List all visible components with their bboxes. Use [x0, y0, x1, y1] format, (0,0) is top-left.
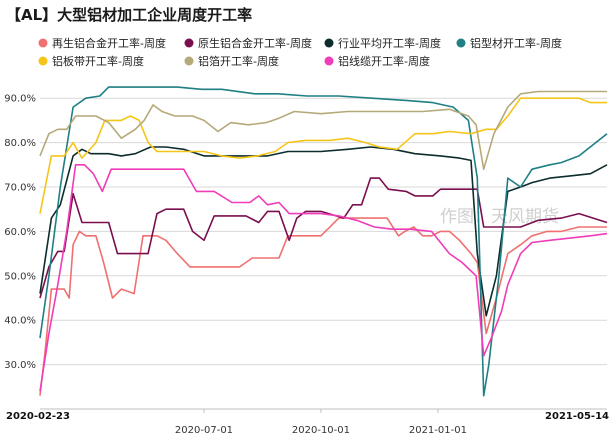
legend-marker [456, 38, 466, 48]
legend: 再生铝合金开工率-周度 原生铝合金开工率-周度 行业平均开工率-周度 铝型材开工率-周… [38, 36, 562, 68]
series-line-4 [39, 86, 608, 397]
y-tick-label: 80.0% [4, 138, 36, 149]
legend-marker [184, 56, 194, 66]
x-tick-label: 2021-01-01 [409, 425, 467, 436]
series-line-1 [39, 217, 607, 396]
y-tick-label: 70.0% [4, 183, 36, 194]
series-line-7 [39, 164, 608, 392]
y-axis: 30.0% 40.0% 50.0% 60.0% 70.0% 80.0% 90.0% [4, 94, 36, 371]
y-tick-label: 30.0% [4, 360, 36, 371]
x-end-label: 2021-05-14 [545, 411, 609, 422]
y-tick-label: 90.0% [4, 94, 36, 105]
legend-marker [184, 38, 194, 48]
series-line-2 [39, 177, 608, 299]
legend-marker [38, 56, 48, 66]
watermark: 作图：天风期货 [440, 207, 559, 227]
y-tick-label: 40.0% [4, 316, 36, 327]
chart-title: 【AL】大型铝材加工企业周度开工率 [6, 6, 253, 24]
x-axis: 2020-02-23 2021-05-14 2020-07-01 2020-10-01… [6, 408, 609, 436]
legend-marker [324, 38, 334, 48]
series-lines [39, 86, 608, 397]
y-tick-label: 60.0% [4, 227, 36, 238]
legend-label: 铝型材开工率-周度 [470, 36, 562, 50]
series-line-3 [39, 146, 608, 317]
y-tick-label: 50.0% [4, 271, 36, 282]
x-start-label: 2020-02-23 [6, 411, 70, 422]
legend-label: 铝板带开工率-周度 [52, 54, 144, 68]
series-line-6 [39, 90, 607, 170]
x-tick-label: 2020-07-01 [175, 425, 233, 436]
legend-marker [324, 56, 334, 66]
legend-label: 行业平均开工率-周度 [338, 36, 441, 50]
x-tick-label: 2020-10-01 [292, 425, 350, 436]
legend-label: 再生铝合金开工率-周度 [52, 36, 166, 50]
legend-label: 原生铝合金开工率-周度 [198, 36, 312, 50]
grid-lines [40, 97, 607, 366]
legend-marker [38, 38, 48, 48]
legend-label: 铝箔开工率-周度 [198, 54, 279, 68]
series-line-5 [39, 97, 607, 214]
legend-label: 铝线缆开工率-周度 [338, 54, 430, 68]
